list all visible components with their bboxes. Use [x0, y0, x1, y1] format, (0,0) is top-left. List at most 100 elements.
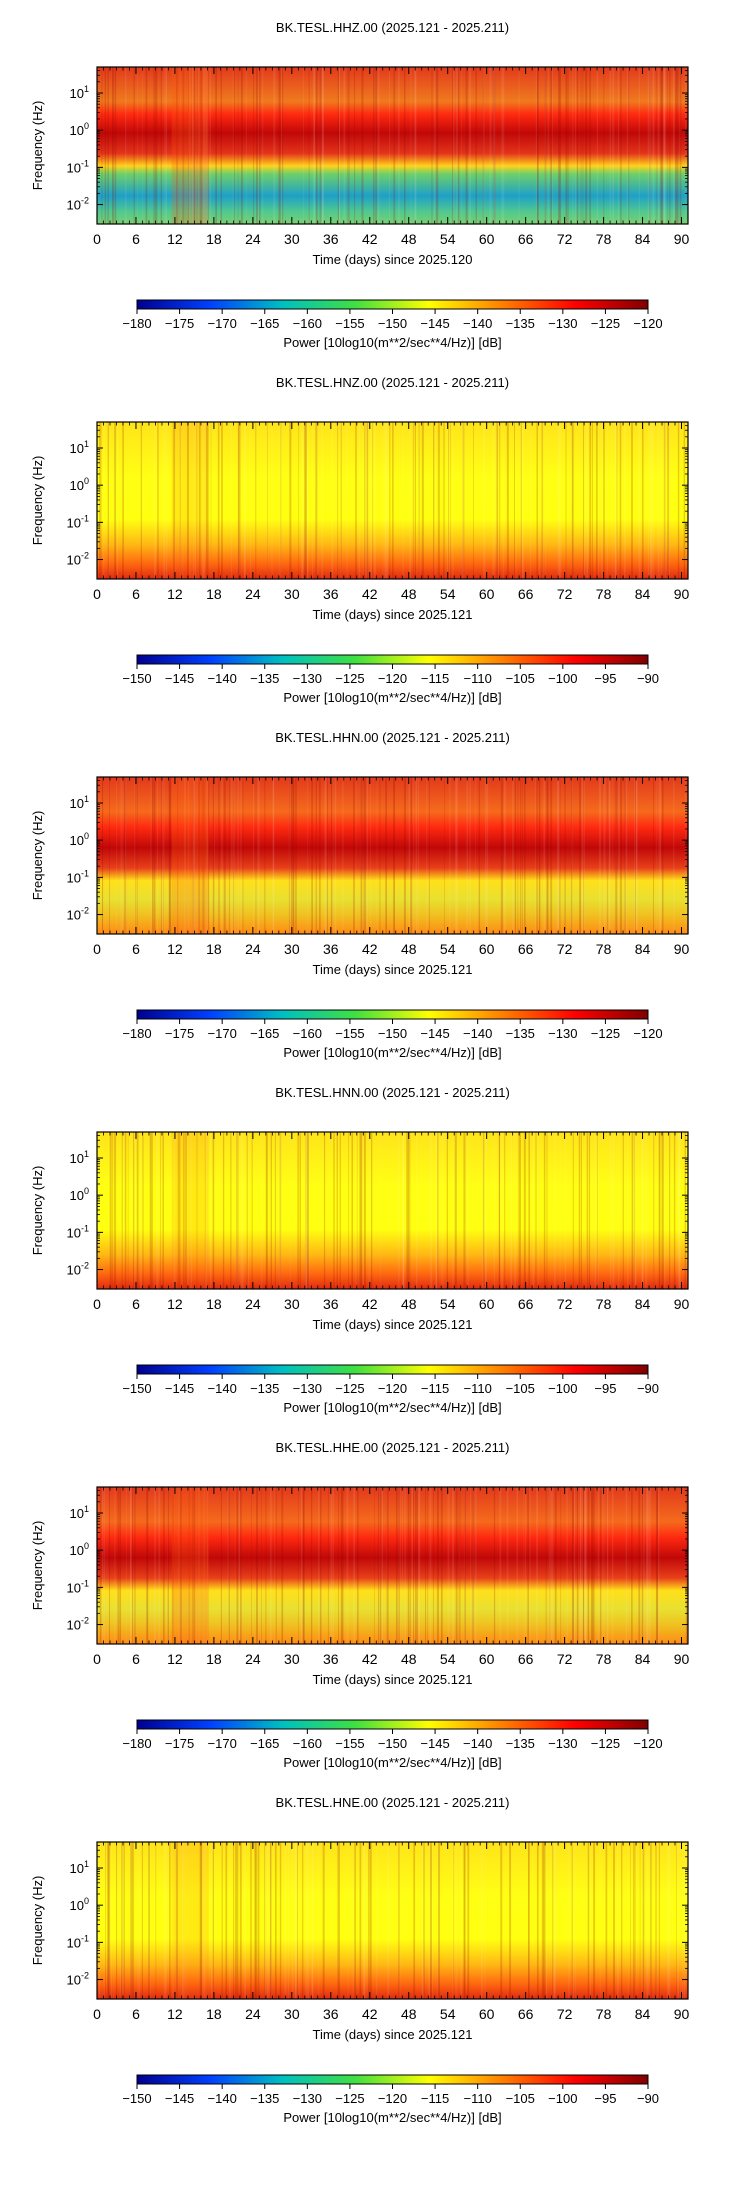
colorbar-tick-label: −125 [591, 1026, 620, 1041]
x-tick-label: 60 [479, 1296, 495, 1312]
y-tick-label: 101 [70, 794, 89, 811]
x-tick-label: 66 [518, 586, 534, 602]
colorbar-label: Power [10log10(m**2/sec**4/Hz)] [dB] [283, 2110, 501, 2125]
x-tick-label: 24 [245, 1296, 261, 1312]
colorbar-tick-label: −150 [122, 2091, 151, 2106]
x-tick-label: 30 [284, 1296, 300, 1312]
x-tick-label: 60 [479, 2006, 495, 2022]
y-tick-label: 10-2 [67, 1971, 89, 1988]
colorbar-tick-label: −155 [335, 1026, 364, 1041]
colorbar-tick-label: −180 [122, 1736, 151, 1751]
colorbar-tick-label: −155 [335, 316, 364, 331]
x-tick-label: 78 [596, 2006, 612, 2022]
colorbar-tick-label: −175 [165, 1736, 194, 1751]
y-tick-label: 10-1 [67, 158, 89, 175]
spectrogram-panel-2: BK.TESL.HNZ.00 (2025.121 - 2025.211) 101 1… [30, 375, 690, 705]
x-tick-label: 42 [362, 1296, 378, 1312]
plot-frame [96, 1131, 689, 1290]
colorbar-tick-label: −110 [464, 671, 492, 686]
colorbar-tick-label: −125 [591, 316, 620, 331]
colorbar-tick-label: −120 [633, 1736, 662, 1751]
x-tick-label: 18 [206, 1651, 222, 1667]
x-tick-label: 90 [674, 1651, 690, 1667]
x-tick-label: 84 [635, 941, 651, 957]
x-tick-label: 12 [167, 586, 183, 602]
chart-title: BK.TESL.HHZ.00 (2025.121 - 2025.211) [276, 20, 509, 35]
colorbar-tick-label: −100 [548, 1381, 577, 1396]
x-tick-label: 12 [167, 2006, 183, 2022]
x-tick-label: 78 [596, 941, 612, 957]
colorbar-tick-label: −135 [250, 2091, 279, 2106]
x-tick-label: 84 [635, 1651, 651, 1667]
chart-title: BK.TESL.HNN.00 (2025.121 - 2025.211) [275, 1085, 510, 1100]
x-tick-label: 66 [518, 231, 534, 247]
y-tick-label: 10-1 [67, 1933, 89, 1950]
colorbar-tick-label: −140 [463, 1026, 492, 1041]
colorbar-tick-label: −115 [421, 2091, 449, 2106]
x-tick-label: 36 [323, 231, 339, 247]
y-tick-label: 100 [70, 1186, 89, 1203]
x-axis-label: Time (days) since 2025.121 [313, 1317, 473, 1332]
colorbar-tick-label: −105 [506, 1381, 535, 1396]
spectrogram-panel-3: BK.TESL.HHN.00 (2025.121 - 2025.211) 101 1… [30, 730, 690, 1060]
y-tick-label: 10-1 [67, 868, 89, 885]
colorbar-tick-label: −115 [421, 1381, 449, 1396]
x-tick-label: 0 [93, 1296, 101, 1312]
colorbar-label: Power [10log10(m**2/sec**4/Hz)] [dB] [283, 1755, 501, 1770]
x-tick-label: 72 [557, 231, 573, 247]
x-tick-label: 6 [132, 2006, 140, 2022]
spectrogram-texture [101, 67, 686, 224]
spectrogram-heatmap [97, 1842, 688, 1999]
colorbar-tick-label: −110 [464, 1381, 492, 1396]
x-tick-label: 6 [132, 1651, 140, 1667]
y-tick-label: 100 [70, 121, 89, 138]
spectrogram-heatmap [97, 67, 688, 224]
x-tick-label: 60 [479, 231, 495, 247]
colorbar-tick-label: −135 [250, 671, 279, 686]
x-tick-label: 66 [518, 2006, 534, 2022]
colorbar-tick-label: −140 [463, 1736, 492, 1751]
x-tick-label: 54 [440, 941, 456, 957]
y-tick-label: 10-2 [67, 1261, 89, 1278]
colorbar-label: Power [10log10(m**2/sec**4/Hz)] [dB] [283, 1400, 501, 1415]
colorbar-tick-label: −120 [378, 671, 407, 686]
plot-frame [96, 1486, 689, 1645]
colorbar [136, 2074, 649, 2085]
colorbar-tick-label: −150 [122, 1381, 151, 1396]
colorbar-tick-label: −150 [378, 1736, 407, 1751]
x-tick-label: 0 [93, 231, 101, 247]
colorbar-tick-label: −135 [250, 1381, 279, 1396]
x-tick-label: 18 [206, 231, 222, 247]
x-tick-label: 78 [596, 1651, 612, 1667]
colorbar-tick-label: −130 [548, 316, 577, 331]
colorbar-tick-label: −100 [548, 2091, 577, 2106]
x-tick-label: 18 [206, 2006, 222, 2022]
spectrogram-texture [99, 1487, 689, 1644]
x-tick-label: 90 [674, 586, 690, 602]
colorbar-tick-label: −150 [122, 671, 151, 686]
x-tick-label: 90 [674, 2006, 690, 2022]
colorbar-tick-label: −180 [122, 316, 151, 331]
spectrogram-heatmap [97, 1487, 688, 1644]
y-tick-label: 100 [70, 1541, 89, 1558]
x-tick-label: 12 [167, 1296, 183, 1312]
colorbar-tick-label: −95 [594, 2091, 616, 2106]
x-tick-label: 42 [362, 2006, 378, 2022]
x-tick-label: 84 [635, 231, 651, 247]
colorbar-tick-label: −125 [591, 1736, 620, 1751]
colorbar-tick-label: −160 [293, 316, 322, 331]
colorbar-tick-label: −130 [548, 1026, 577, 1041]
y-axis-label: Frequency (Hz) [30, 101, 45, 191]
colorbar-tick-label: −115 [421, 671, 449, 686]
x-tick-label: 30 [284, 586, 300, 602]
colorbar [136, 1364, 649, 1375]
y-axis-label: Frequency (Hz) [30, 456, 45, 546]
colorbar-tick-label: −105 [506, 671, 535, 686]
y-axis-label: Frequency (Hz) [30, 1166, 45, 1256]
colorbar-tick-label: −135 [506, 1736, 535, 1751]
y-tick-label: 10-2 [67, 1616, 89, 1633]
x-tick-label: 66 [518, 1651, 534, 1667]
colorbar-tick-label: −90 [637, 2091, 659, 2106]
x-axis-label: Time (days) since 2025.121 [313, 607, 473, 622]
x-tick-label: 24 [245, 231, 261, 247]
